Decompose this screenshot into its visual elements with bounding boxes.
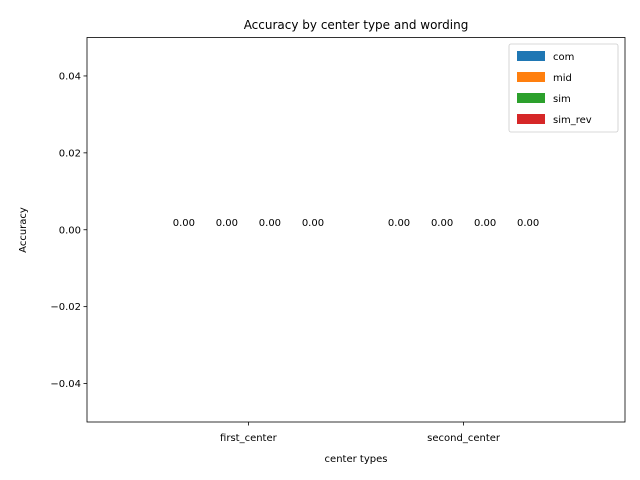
x-tick-label-second-center: second_center [427, 433, 501, 444]
x-axis-label: center types [325, 454, 388, 465]
y-axis-label: Accuracy [18, 207, 29, 253]
y-tick-label: −0.04 [50, 379, 81, 390]
bar-value-label: 0.00 [259, 218, 281, 229]
legend-swatch-com [517, 51, 545, 61]
bar-value-label: 0.00 [173, 218, 195, 229]
legend-label-sim: sim [553, 94, 571, 105]
y-tick-label: −0.02 [50, 302, 81, 313]
legend-box [508, 43, 619, 133]
y-tick-label: 0.00 [59, 225, 81, 236]
legend-swatch-sim-rev [517, 114, 545, 124]
legend-swatch-sim [517, 93, 545, 103]
bar-value-label: 0.00 [216, 218, 238, 229]
bar-value-label: 0.00 [302, 218, 324, 229]
bar-value-label: 0.00 [474, 218, 496, 229]
bar-value-label: 0.00 [388, 218, 410, 229]
x-axis: first_center second_center [220, 422, 501, 444]
legend-label-com: com [553, 52, 574, 63]
legend-swatch-mid [517, 72, 545, 82]
legend-label-sim-rev: sim_rev [553, 115, 592, 126]
plot-area: 0.00 0.00 0.00 0.00 0.00 0.00 0.00 0.00 [173, 218, 540, 229]
chart-title: Accuracy by center type and wording [244, 18, 469, 32]
legend: com mid sim sim_rev [508, 43, 619, 133]
x-tick-label-first-center: first_center [220, 433, 278, 444]
y-axis: −0.04 −0.02 0.00 0.02 0.04 [50, 71, 87, 390]
y-tick-label: 0.02 [59, 148, 81, 159]
bar-value-label: 0.00 [517, 218, 539, 229]
legend-label-mid: mid [553, 73, 572, 84]
bar-value-label: 0.00 [431, 218, 453, 229]
y-tick-label: 0.04 [59, 71, 81, 82]
